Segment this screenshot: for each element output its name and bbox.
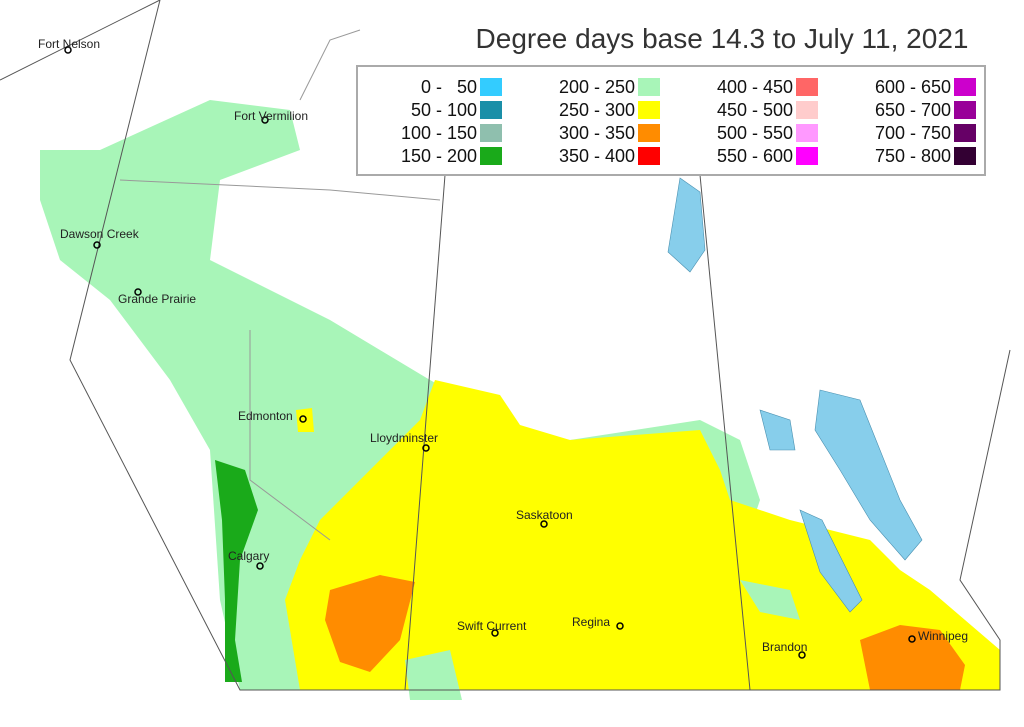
legend: 0 - 50 50 - 100 100 - 150 150 - 200 200 - 25… (401, 77, 976, 166)
cities: Fort Nelson Fort Vermilion Dawson Creek Gra… (38, 37, 968, 659)
city-marker (616, 622, 624, 630)
city-label: Winnipeg (918, 629, 968, 643)
city-marker (908, 635, 916, 643)
legend-swatch (796, 78, 818, 96)
legend-label: 50 - 100 (411, 100, 477, 120)
region-200-250 (405, 650, 462, 700)
legend-label: 150 - 200 (401, 146, 477, 166)
legend-swatch (480, 101, 502, 119)
region-150-200 (215, 460, 258, 682)
regions (40, 100, 1000, 700)
city-label: Fort Vermilion (234, 109, 308, 123)
legend-swatch (954, 147, 976, 165)
city-label: Regina (572, 615, 610, 629)
city-label: Fort Nelson (38, 37, 100, 51)
lake (759, 409, 796, 451)
region-250-300 (285, 380, 1000, 690)
legend-swatch (954, 101, 976, 119)
district (299, 29, 361, 101)
legend-label: 100 - 150 (401, 123, 477, 143)
city-label: Saskatoon (516, 508, 573, 522)
district (249, 330, 331, 541)
city-marker (261, 116, 269, 124)
district (119, 179, 441, 201)
city-label: Edmonton (238, 409, 293, 423)
province-border (404, 174, 446, 691)
borders (0, 0, 1011, 691)
city-label: Brandon (762, 640, 807, 654)
legend-swatch (638, 101, 660, 119)
legend-label: 350 - 400 (559, 146, 635, 166)
city-marker (256, 562, 264, 570)
city-marker (798, 651, 806, 659)
legend-swatch (480, 124, 502, 142)
legend-label: 550 - 600 (717, 146, 793, 166)
city-marker (134, 288, 142, 296)
legend-label: 600 - 650 (875, 77, 951, 97)
legend-label: 650 - 700 (875, 100, 951, 120)
city-marker (64, 46, 72, 54)
legend-swatch (954, 124, 976, 142)
region-200-250 (740, 580, 800, 620)
legend-label: 200 - 250 (559, 77, 635, 97)
region-300-350 (325, 575, 415, 672)
lake (814, 389, 923, 561)
boundary (0, 0, 161, 81)
region-250-300 (296, 408, 314, 432)
legend-swatch (796, 147, 818, 165)
lakes (667, 177, 923, 613)
map-title: Degree days base 14.3 to July 11, 2021 (476, 23, 969, 54)
legend-label: 700 - 750 (875, 123, 951, 143)
city-marker (540, 520, 548, 528)
legend-swatch (638, 78, 660, 96)
legend-swatch (480, 147, 502, 165)
city-marker (422, 444, 430, 452)
legend-label: 500 - 550 (717, 123, 793, 143)
legend-swatch (796, 124, 818, 142)
legend-swatch (796, 101, 818, 119)
legend-label: 750 - 800 (875, 146, 951, 166)
legend-label: 0 - 50 (421, 77, 477, 97)
lake (799, 509, 863, 613)
city-label: Lloydminster (370, 431, 438, 445)
city-marker (491, 629, 499, 637)
lake (667, 177, 706, 273)
boundary (69, 0, 1011, 691)
legend-label: 450 - 500 (717, 100, 793, 120)
legend-swatch (954, 78, 976, 96)
legend-label: 250 - 300 (559, 100, 635, 120)
city-marker (299, 415, 307, 423)
legend-swatch (638, 124, 660, 142)
legend-swatch (480, 78, 502, 96)
legend-swatch (638, 147, 660, 165)
city-label: Grande Prairie (118, 292, 196, 306)
city-label: Swift Current (457, 619, 527, 633)
legend-label: 400 - 450 (717, 77, 793, 97)
province-border (699, 174, 751, 691)
legend-box (356, 65, 986, 176)
legend-label: 300 - 350 (559, 123, 635, 143)
city-label: Dawson Creek (60, 227, 140, 241)
city-marker (93, 241, 101, 249)
region-300-350 (860, 625, 965, 690)
city-label: Calgary (228, 549, 269, 563)
